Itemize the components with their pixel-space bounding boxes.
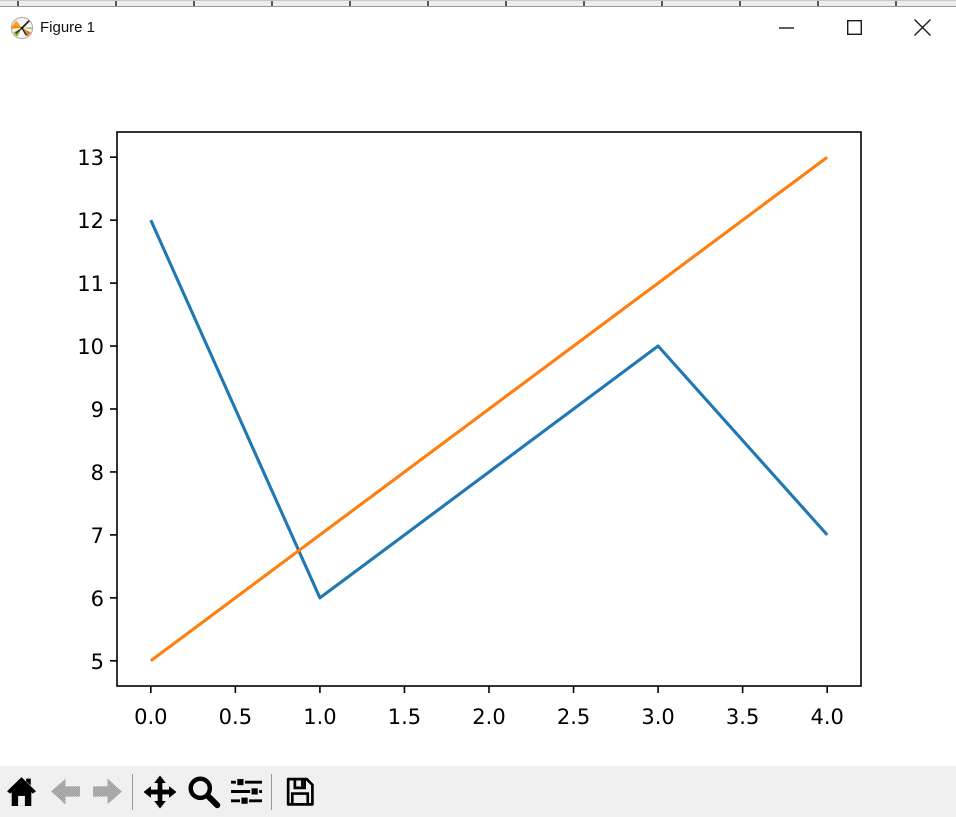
maximize-icon	[846, 20, 862, 36]
background-window-strip	[0, 0, 956, 7]
caption-buttons	[752, 7, 956, 48]
home-icon	[6, 777, 36, 806]
forward-button[interactable]	[88, 771, 126, 813]
y-tick-label: 5	[91, 650, 104, 674]
configure-subplots-button[interactable]	[227, 771, 265, 813]
toolbar-separator	[271, 773, 272, 810]
x-tick-label: 1.0	[303, 705, 336, 729]
x-tick-label: 2.0	[472, 705, 505, 729]
y-tick-label: 11	[77, 272, 104, 296]
x-tick-label: 2.5	[557, 705, 590, 729]
x-tick-label: 3.0	[641, 705, 674, 729]
x-tick-label: 0.5	[219, 705, 252, 729]
minimize-icon	[778, 27, 794, 29]
toolbar-separator	[132, 773, 133, 810]
matplotlib-logo-icon	[10, 16, 34, 39]
background-window-tab-marks	[0, 1, 956, 6]
y-tick-label: 9	[91, 398, 104, 422]
pan-arrows-icon	[143, 775, 177, 808]
title-bar[interactable]: Figure 1	[0, 7, 956, 48]
minimize-button[interactable]	[752, 7, 820, 48]
canvas-area: 0.0 0.5 1.0 1.5 2.0 2.5 3.0 3.5 4.0 5 6 7 8 9 10 11 12 13	[0, 48, 956, 766]
y-tick-label: 10	[77, 335, 104, 359]
maximize-button[interactable]	[820, 7, 888, 48]
x-tick-label: 3.5	[726, 705, 759, 729]
close-button[interactable]	[888, 7, 956, 48]
y-tick-label: 12	[77, 209, 104, 233]
x-tick-label: 0.0	[134, 705, 167, 729]
pan-button[interactable]	[141, 771, 179, 813]
plot-line-1	[149, 219, 829, 600]
figure-canvas[interactable]: 0.0 0.5 1.0 1.5 2.0 2.5 3.0 3.5 4.0 5 6 7 8 9 10 11 12 13	[0, 48, 956, 766]
window-title: Figure 1	[40, 19, 96, 36]
zoom-button[interactable]	[185, 771, 223, 813]
save-floppy-icon	[286, 777, 314, 806]
plot-line-2	[149, 155, 829, 663]
x-tick-label: 4.0	[810, 705, 843, 729]
y-tick-label: 7	[91, 524, 104, 548]
y-tick-label: 6	[91, 587, 104, 611]
back-arrow-icon	[50, 778, 80, 805]
navigation-toolbar	[0, 766, 956, 817]
y-tick-label: 8	[91, 461, 104, 485]
zoom-magnifier-icon	[188, 775, 221, 808]
back-button[interactable]	[46, 771, 84, 813]
close-icon	[913, 19, 931, 36]
sliders-icon	[230, 777, 262, 806]
x-tick-label: 1.5	[388, 705, 421, 729]
save-button[interactable]	[280, 771, 318, 813]
home-button[interactable]	[2, 771, 40, 813]
forward-arrow-icon	[92, 778, 122, 805]
y-tick-label: 13	[77, 146, 104, 170]
